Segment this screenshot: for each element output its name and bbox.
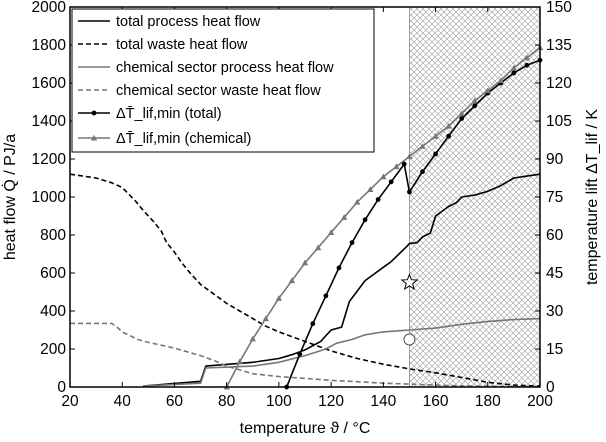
x-tick-label: 20 (61, 393, 79, 410)
series-6-marker (288, 277, 296, 284)
y-tick-label-left: 2000 (32, 0, 67, 16)
series-5-marker (349, 240, 355, 246)
x-tick-label: 120 (318, 393, 344, 410)
series-5-marker (407, 189, 412, 195)
tick-layer: 20 40 60 80 100 120 140 160 180 20002004006008001… (32, 0, 573, 410)
circle-marker (403, 333, 416, 346)
x-tick-label: 80 (218, 393, 236, 410)
y-tick-label-right: 105 (546, 113, 572, 130)
legend-label-6: ΔT̄_lif,min (chemical) (116, 131, 251, 147)
series-6-marker (262, 315, 270, 322)
series-6-marker (497, 77, 505, 84)
series-6-marker (510, 64, 518, 71)
marker-layer (223, 44, 544, 390)
star-marker (400, 273, 419, 291)
series-6-marker (301, 259, 309, 266)
series-5-marker (459, 116, 465, 121)
series-6-marker (406, 153, 413, 160)
series-5-marker (524, 62, 530, 68)
y-tick-label-right: 120 (546, 75, 572, 92)
x-axis-title: temperature ϑ / °C (240, 420, 371, 437)
series-6-marker (314, 244, 322, 251)
series-5-marker (297, 351, 303, 357)
series-6-marker (523, 54, 531, 61)
legend-label-3: chemical sector process heat flow (116, 60, 334, 76)
y-tick-label-right: 60 (546, 227, 564, 244)
series-6-marker (354, 198, 361, 205)
series-5-marker (511, 70, 517, 76)
series-6-marker (249, 335, 256, 342)
legend-label-4: chemical sector waste heat flow (116, 83, 321, 99)
y-tick-label-left: 0 (57, 379, 66, 396)
y-axis-right-title: temperature lift ΔT_lif / K (584, 109, 601, 285)
series-5-marker (310, 321, 316, 327)
legend-marker-6 (90, 134, 98, 141)
series-6-marker (471, 97, 478, 104)
legend-box (71, 8, 375, 153)
series-5-marker (375, 197, 381, 202)
y-tick-label-right: 90 (546, 151, 564, 168)
legend-label-2: total waste heat flow (116, 37, 248, 53)
series-5-marker (336, 265, 342, 271)
legend-label-5: ΔT̄_lif,min (total) (116, 106, 222, 122)
y-tick-label-right: 45 (546, 265, 563, 282)
series-6-marker (340, 214, 348, 220)
x-tick-label: 40 (114, 393, 132, 410)
hatched-region (409, 6, 541, 388)
series-line-4 (70, 322, 540, 387)
series-5-marker (420, 169, 425, 175)
y-tick-label-left: 1000 (32, 189, 67, 206)
y-tick-label-right: 75 (546, 189, 563, 206)
x-tick-label: 140 (370, 393, 396, 410)
series-5-marker (362, 217, 368, 223)
legend: total process heat flow total waste heat … (71, 8, 375, 153)
y-tick-label-left: 1400 (32, 113, 67, 130)
annotation-layer (400, 273, 419, 346)
y-tick-label-right: 15 (546, 341, 563, 358)
series-6-marker (327, 229, 335, 236)
y-tick-label-right: 0 (546, 379, 555, 396)
series-6-marker (236, 358, 243, 365)
y-axis-left-title: heat flow Q̇ / PJ/a (1, 134, 19, 260)
series-6-marker (367, 186, 374, 192)
series-5-marker (323, 293, 329, 299)
series-6-marker (445, 122, 452, 129)
y-tick-label-right: 135 (546, 37, 572, 54)
legend-label-1: total process heat flow (116, 14, 261, 30)
series-line-2 (70, 173, 540, 387)
y-tick-label-left: 600 (40, 265, 66, 282)
series-6-marker (419, 143, 426, 149)
series-line-1 (143, 173, 540, 387)
x-tick-label: 160 (423, 393, 449, 410)
y-tick-label-right: 150 (546, 0, 572, 16)
legend-marker-5 (91, 110, 97, 116)
y-tick-label-left: 200 (40, 341, 66, 358)
y-tick-label-left: 1600 (32, 75, 67, 92)
series-5-marker (472, 103, 478, 109)
series-6-marker (380, 173, 387, 180)
y-tick-label-left: 1200 (32, 151, 67, 168)
series-6-marker (393, 163, 400, 170)
series-5-marker (401, 161, 407, 167)
series-line-3 (143, 317, 540, 387)
series-5-marker (388, 179, 394, 185)
series-6-marker (484, 87, 491, 94)
series-6-marker (432, 133, 439, 139)
y-tick-label-left: 1800 (32, 37, 67, 54)
series-6-marker (458, 110, 465, 116)
series-5-marker (433, 151, 438, 157)
series-6-marker (275, 295, 283, 301)
x-tick-label: 100 (266, 393, 292, 410)
x-tick-label: 200 (527, 393, 553, 410)
x-tick-label: 60 (166, 393, 184, 410)
y-tick-label-left: 800 (40, 227, 66, 244)
y-tick-label-right: 30 (546, 303, 564, 320)
x-tick-label: 180 (475, 393, 501, 410)
series-5-marker (446, 133, 452, 139)
y-tick-label-left: 400 (40, 303, 66, 320)
